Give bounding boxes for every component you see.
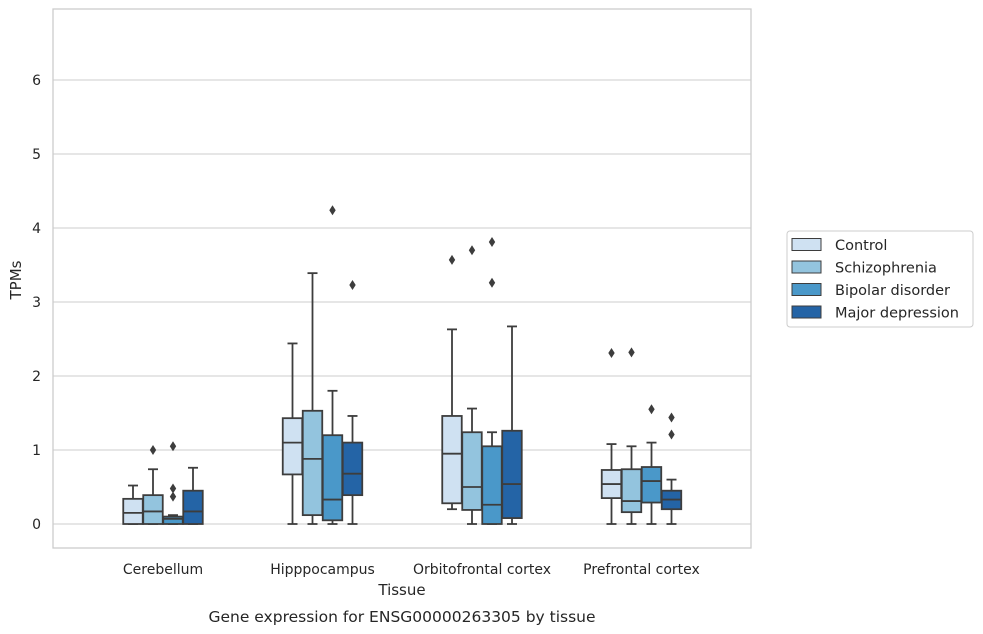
outlier-point <box>668 412 675 423</box>
outlier-point <box>329 205 336 216</box>
legend-label: Control <box>835 238 887 254</box>
box-iqr <box>620 468 643 514</box>
box-iqr <box>301 409 324 517</box>
outlier-point <box>169 483 177 494</box>
box-iqr <box>501 429 523 519</box>
legend-label: Bipolar disorder <box>835 283 950 299</box>
box-iqr <box>461 431 483 511</box>
chart-title: Gene expression for ENSG00000263305 by t… <box>208 608 595 626</box>
box-series-group <box>162 205 663 525</box>
x-tick-labels: Cerebellum Hipppocampus Orbitofrontal cort… <box>123 562 700 578</box>
y-tick-label: 2 <box>32 369 41 385</box>
box-iqr <box>182 489 204 525</box>
box-iqr <box>481 445 503 525</box>
legend-swatch <box>791 283 822 296</box>
outlier-point <box>608 348 615 359</box>
outlier-point <box>448 254 456 265</box>
box-iqr <box>142 494 164 525</box>
outlier-point <box>648 404 655 415</box>
box-iqr <box>281 417 304 476</box>
outlier-point <box>668 429 675 440</box>
y-tick-label: 1 <box>32 443 41 459</box>
outlier-point <box>468 245 476 256</box>
box-iqr <box>321 434 344 522</box>
legend-label: Major depression <box>835 306 959 322</box>
box-series-group <box>182 279 683 525</box>
box-iqr <box>441 415 463 505</box>
y-tick-label: 4 <box>32 221 41 237</box>
outlier-point <box>169 441 177 452</box>
legend: Control Schizophrenia Bipolar disorder Majo… <box>786 230 974 328</box>
plot-frame <box>52 8 752 549</box>
box-iqr <box>640 466 663 504</box>
outlier-point <box>488 237 496 248</box>
y-tick-label: 6 <box>32 73 41 89</box>
legend-swatch <box>791 238 822 251</box>
legend-swatch <box>791 305 822 319</box>
box-iqr <box>162 515 184 525</box>
legend-frame <box>786 230 974 328</box>
legend-swatch <box>791 260 822 274</box>
outlier-point <box>349 279 356 290</box>
y-tick-labels: 0 1 2 3 4 5 6 <box>32 73 41 533</box>
outlier-point <box>149 445 157 455</box>
x-tick-label: Hipppocampus <box>270 562 375 578</box>
outlier-point <box>488 277 496 288</box>
box-series-group <box>142 245 643 525</box>
outlier-point <box>628 347 635 358</box>
x-axis-label: Tissue <box>377 581 425 599</box>
y-axis-label: TPMs <box>7 260 25 300</box>
x-tick-label: Prefrontal cortex <box>583 562 700 578</box>
outlier-point <box>169 491 177 502</box>
box-iqr <box>341 441 364 497</box>
y-tick-label: 0 <box>32 517 41 533</box>
x-tick-label: Orbitofrontal cortex <box>413 562 551 578</box>
y-tick-label: 3 <box>32 295 41 311</box>
y-tick-label: 5 <box>32 147 41 163</box>
box-series <box>122 205 683 525</box>
x-tick-label: Cerebellum <box>123 562 203 578</box>
legend-label: Schizophrenia <box>835 261 937 277</box>
box-iqr <box>122 497 144 525</box>
